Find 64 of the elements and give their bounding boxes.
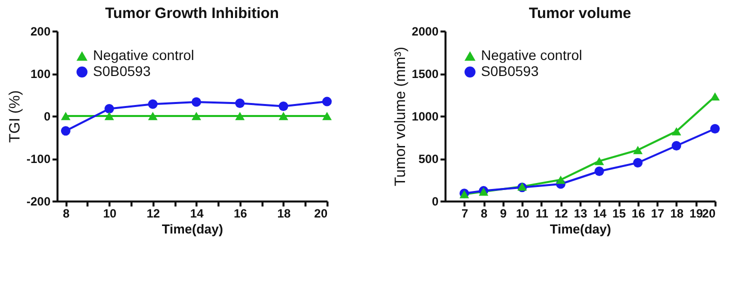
x-tick-label: 12 xyxy=(554,206,568,220)
x-tick-label: 11 xyxy=(536,206,549,220)
point xyxy=(60,112,70,120)
y-tick-label: 1500 xyxy=(412,67,439,81)
point xyxy=(710,92,720,101)
point xyxy=(672,127,682,136)
y-tick-label: -100 xyxy=(26,152,51,166)
point xyxy=(278,112,288,120)
x-tick-label: 14 xyxy=(190,206,204,220)
legend-label: Negative control xyxy=(481,47,582,63)
point xyxy=(60,126,70,136)
legend-label: S0B0593 xyxy=(481,63,539,79)
y-tick-label: 200 xyxy=(30,24,51,38)
x-tick-label: 8 xyxy=(480,206,488,220)
point xyxy=(672,141,682,150)
x-tick-label: 14 xyxy=(593,206,607,220)
point xyxy=(278,101,288,111)
y-axis-title: TGI (%) xyxy=(6,90,24,143)
point xyxy=(235,98,245,108)
point xyxy=(192,97,202,107)
point xyxy=(104,104,114,114)
x-tick-label: 17 xyxy=(650,206,665,220)
y-tick-label: -200 xyxy=(26,194,51,208)
y-tick-label: 2000 xyxy=(412,24,439,38)
x-tick-label: 16 xyxy=(234,206,248,220)
x-tick-label: 8 xyxy=(62,206,70,220)
x-tick-label: 15 xyxy=(612,206,626,220)
point xyxy=(633,146,643,154)
point xyxy=(148,99,158,109)
y-tick-label: 1000 xyxy=(412,110,439,124)
point xyxy=(235,112,245,120)
chart-title: Tumor volume xyxy=(528,5,632,22)
x-tick-label: 18 xyxy=(277,206,291,220)
x-tick-label: 9 xyxy=(500,206,508,220)
y-tick-label: 100 xyxy=(30,67,51,81)
point xyxy=(594,156,604,166)
y-tick-label: 0 xyxy=(432,194,439,208)
point xyxy=(710,124,720,134)
point xyxy=(633,158,643,168)
y-tick-label: 0 xyxy=(44,110,51,124)
x-axis-title: Time(day) xyxy=(550,222,612,236)
point xyxy=(594,166,604,176)
x-tick-label: 12 xyxy=(146,206,160,220)
point xyxy=(322,96,332,106)
point xyxy=(104,112,114,120)
x-tick-label: 10 xyxy=(103,206,117,220)
chart-title: Tumor Growth Inhibition xyxy=(105,5,279,22)
x-tick-label: 7 xyxy=(461,206,468,220)
x-tick-label: 16 xyxy=(632,206,646,220)
point xyxy=(322,112,332,120)
y-tick-label: 500 xyxy=(418,152,439,166)
y-axis-title: Tumor volume (mm³) xyxy=(392,46,409,186)
x-tick-label: 20 xyxy=(702,206,716,220)
x-tick-label: 13 xyxy=(574,206,588,220)
legend-label: S0B0593 xyxy=(93,63,151,79)
point xyxy=(148,112,158,120)
x-tick-label: 19 xyxy=(690,206,704,220)
x-tick-label: 20 xyxy=(314,206,328,220)
point xyxy=(192,112,202,120)
legend-label: Negative control xyxy=(93,47,194,63)
x-tick-label: 18 xyxy=(670,206,684,220)
x-tick-label: 10 xyxy=(516,206,530,220)
point xyxy=(556,176,566,184)
x-axis-title: Time(day) xyxy=(162,222,224,236)
